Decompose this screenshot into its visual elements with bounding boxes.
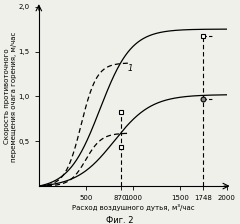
Text: Фиг. 2: Фиг. 2 — [106, 216, 134, 224]
Text: 1: 1 — [127, 64, 132, 73]
Y-axis label: Скорость противоточного
перемещения очага горения, м/час: Скорость противоточного перемещения очаг… — [4, 31, 17, 162]
X-axis label: Расход воздушного дутья, м³/час: Расход воздушного дутья, м³/час — [72, 204, 194, 211]
